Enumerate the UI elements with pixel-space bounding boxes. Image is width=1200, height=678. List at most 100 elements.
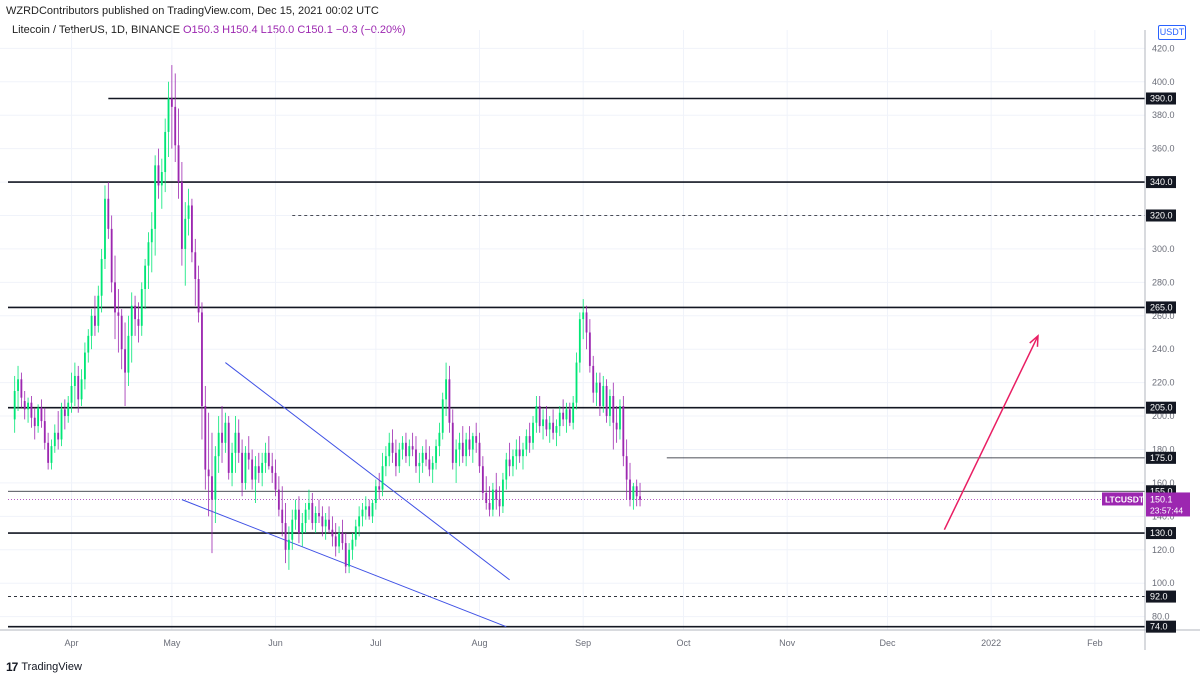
y-tick-label: 80.0 [1152, 612, 1170, 622]
level-label-bg [1146, 209, 1176, 222]
candle-body [114, 282, 116, 313]
level-label: 320.0 [1150, 210, 1173, 220]
candle-body [311, 502, 314, 524]
candle-body [605, 385, 608, 417]
candle-body [187, 205, 190, 219]
candle-body [27, 402, 29, 410]
last-price-label: 150.1 [1150, 494, 1173, 504]
candle-body [80, 379, 83, 400]
y-tick-label: 160.0 [1152, 478, 1175, 488]
candle-body [568, 409, 571, 423]
candle-body [438, 432, 441, 447]
level-label: 205.0 [1150, 403, 1173, 413]
candle-body [441, 399, 444, 433]
candle-body [50, 446, 53, 463]
tradingview-logo-icon[interactable]: 17 [6, 660, 18, 674]
last-price-bg [1146, 492, 1190, 517]
candle-body [117, 312, 120, 316]
countdown-label: 23:57:44 [1150, 505, 1183, 515]
candle-body [287, 539, 290, 550]
candle-body [448, 379, 451, 423]
time-axis: Apr May Jun Jul Aug Sep Oct Nov Dec 2022 Feb [0, 629, 1200, 648]
candle-body [30, 402, 33, 418]
candle-body [485, 492, 488, 503]
candle-body [354, 526, 357, 540]
candle-body [140, 289, 143, 326]
x-tick-label: Oct [677, 638, 692, 648]
candle-body [20, 379, 23, 398]
y-tick-label: 420.0 [1152, 43, 1175, 53]
candle-body [405, 442, 407, 457]
candle-body [632, 486, 635, 500]
y-tick-label: 360.0 [1152, 144, 1175, 154]
currency-badge[interactable]: USDT [1158, 25, 1186, 40]
candle-body [221, 432, 223, 443]
candle-body [33, 417, 36, 427]
footer: 17 TradingView [6, 660, 82, 674]
candle-body [458, 442, 461, 450]
candle-body [154, 165, 157, 229]
candle-body [284, 523, 287, 550]
candle-body [314, 513, 317, 524]
candle-body [247, 452, 250, 460]
symbol-name[interactable]: Litecoin / TetherUS, 1D, BINANCE [12, 24, 180, 36]
candle-body [502, 479, 504, 507]
candle-body [378, 486, 381, 490]
candle-body [428, 459, 431, 470]
candle-body [124, 349, 126, 373]
candle-body [267, 452, 270, 467]
candle-body [588, 332, 591, 366]
candle-body [471, 436, 474, 450]
candle-body [301, 523, 304, 534]
candle-body [57, 432, 60, 440]
candle-body [17, 379, 19, 391]
level-label-bg [1146, 401, 1176, 414]
candle-body [147, 242, 150, 266]
candle-body [184, 218, 187, 249]
wedge-trendlines [181, 362, 510, 628]
candle-body [374, 486, 377, 503]
level-label-bg [1146, 176, 1176, 189]
candle-body [160, 172, 163, 186]
candle-body [324, 519, 327, 527]
candle-body [201, 312, 203, 407]
symbol-label: LTCUSDT [1105, 494, 1145, 504]
candle-body [619, 406, 621, 430]
candle-body [528, 436, 531, 443]
candle-body [468, 439, 471, 450]
arrow-head-icon [1029, 334, 1039, 347]
candle-body [348, 549, 351, 567]
candle-body [73, 375, 76, 386]
candle-body [87, 335, 90, 353]
level-label: 130.0 [1150, 528, 1173, 538]
candle-body [127, 335, 130, 373]
level-label-bg [1146, 301, 1176, 314]
candle-body [197, 279, 200, 313]
y-tick-label: 240.0 [1152, 344, 1175, 354]
candle-body [144, 265, 147, 290]
candle-body [13, 390, 16, 420]
x-tick-label: Sep [575, 638, 591, 648]
candle-body [60, 409, 63, 440]
candle-body [134, 305, 136, 320]
symbol-label-bg [1102, 492, 1143, 506]
candle-body [408, 446, 411, 457]
candle-body [421, 452, 424, 463]
candle-body [461, 442, 464, 457]
candle-body [575, 362, 578, 403]
candle-body [294, 509, 297, 520]
level-label-bg [1146, 451, 1176, 464]
candle-body [107, 198, 110, 229]
candle-body [361, 509, 364, 517]
candle-body [63, 409, 66, 417]
brand-name: TradingView [21, 661, 82, 673]
candle-body [538, 406, 541, 427]
candle-body [298, 509, 300, 534]
candle-body [572, 402, 575, 423]
candle-body [334, 536, 337, 547]
candle-body [639, 496, 641, 500]
candle-body [277, 489, 280, 510]
y-tick-label: 400.0 [1152, 77, 1175, 87]
x-tick-label: 2022 [981, 638, 1001, 648]
